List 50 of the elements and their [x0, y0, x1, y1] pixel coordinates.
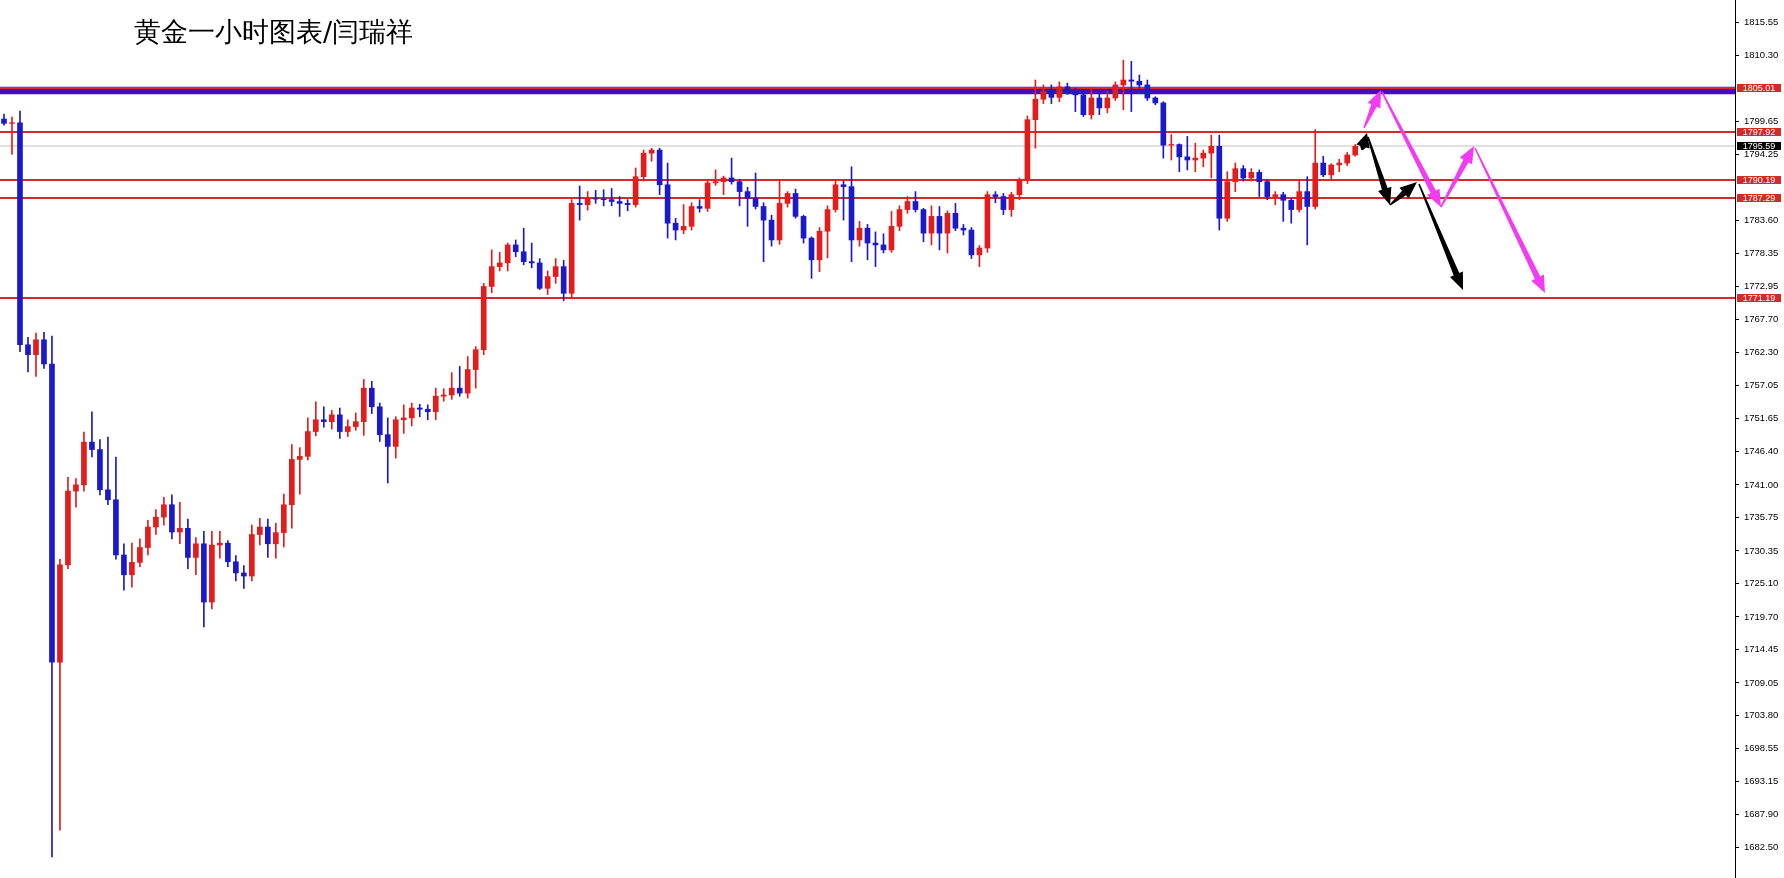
- y-tick-label: 1810.30: [1744, 48, 1779, 60]
- candlestick: [456, 366, 463, 397]
- ref-line-label: 1795.59: [1742, 140, 1776, 151]
- candlestick: [424, 404, 431, 421]
- y-tick-label: 1772.95: [1744, 280, 1779, 292]
- y-tick-label: 1682.50: [1744, 841, 1779, 853]
- candlestick: [528, 242, 535, 269]
- ref-line-label: 1805.01: [1742, 82, 1776, 93]
- y-tick-label: 1709.05: [1744, 676, 1779, 688]
- y-tick-label: 1757.05: [1744, 378, 1779, 390]
- candlestick: [448, 372, 455, 400]
- y-tick-label: 1794.25: [1744, 148, 1779, 160]
- y-tick-label: 1703.80: [1744, 709, 1779, 721]
- y-tick-label: 1799.65: [1744, 114, 1779, 126]
- candlestick: [496, 252, 503, 272]
- candlestick: [73, 478, 79, 508]
- y-tick-label: 1714.45: [1744, 643, 1779, 655]
- candlestick: [440, 388, 447, 402]
- y-tick-label: 1698.55: [1744, 741, 1779, 753]
- ref-line-label: 1797.92: [1742, 126, 1776, 137]
- candlestick: [105, 436, 111, 506]
- candlestick: [1280, 191, 1287, 222]
- y-tick-label: 1735.75: [1744, 511, 1779, 523]
- ref-line-label: 1790.19: [1742, 174, 1776, 185]
- y-tick-label: 1719.70: [1744, 610, 1779, 622]
- candlestick: [9, 116, 15, 155]
- y-tick-label: 1762.30: [1744, 346, 1779, 358]
- y-tick-label: 1778.35: [1744, 246, 1779, 258]
- text: 黄金一小时图表/闫瑞祥: [134, 16, 414, 48]
- y-tick-label: 1767.70: [1744, 312, 1779, 324]
- candlestick: [177, 501, 183, 545]
- y-tick-label: 1783.60: [1744, 214, 1779, 226]
- y-tick-label: 1751.65: [1744, 412, 1779, 424]
- ref-line-label: 1787.29: [1742, 192, 1776, 203]
- candlestick: [297, 447, 303, 495]
- candlestick: [1208, 134, 1215, 179]
- candlestick: [384, 417, 391, 484]
- candlestick: [320, 406, 327, 428]
- y-tick-label: 1741.00: [1744, 478, 1779, 490]
- y-tick-label: 1687.90: [1744, 807, 1779, 819]
- y-tick-label: 1693.15: [1744, 775, 1779, 787]
- y-tick-label: 1730.35: [1744, 544, 1779, 556]
- candlestick: [1272, 191, 1279, 205]
- candlestick: [416, 403, 423, 418]
- y-tick-label: 1725.10: [1744, 577, 1779, 589]
- candlestick: [1304, 176, 1311, 246]
- y-tick-label: 1815.55: [1744, 16, 1779, 28]
- y-tick-label: 1746.40: [1744, 445, 1779, 457]
- ref-line-label: 1771.19: [1742, 292, 1776, 303]
- candlestick: [89, 411, 95, 458]
